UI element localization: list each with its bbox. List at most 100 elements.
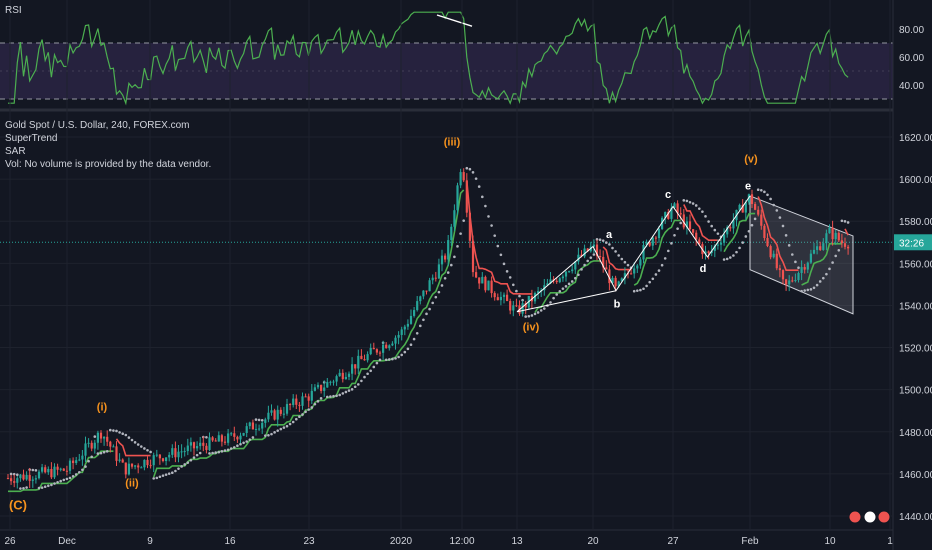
sar-dot xyxy=(316,400,320,403)
sar-dot xyxy=(825,272,828,276)
sar-dot xyxy=(468,167,472,171)
wave-label: d xyxy=(700,263,707,275)
candle-body xyxy=(416,301,419,311)
sar-dot xyxy=(446,271,450,274)
sar-dot xyxy=(778,216,782,219)
candle-body xyxy=(44,467,47,473)
sar-dot xyxy=(508,276,512,279)
sar-dot xyxy=(843,220,847,223)
time-tick-label: 13 xyxy=(511,536,523,547)
sar-dot xyxy=(124,433,128,437)
sar-dot xyxy=(775,209,779,212)
sar-dot xyxy=(431,301,435,305)
sar-dot xyxy=(338,393,342,397)
time-tick-label: 20 xyxy=(587,536,599,547)
candle-body xyxy=(186,445,189,452)
sar-dot xyxy=(499,253,503,257)
supertrend-segment xyxy=(633,219,681,286)
sar-dot xyxy=(40,486,44,489)
sar-dot xyxy=(136,443,140,446)
candle-body xyxy=(239,435,242,440)
time-tick-label: 27 xyxy=(667,536,679,547)
sar-dot xyxy=(350,388,354,391)
candle-body xyxy=(763,225,766,238)
sar-dot xyxy=(236,444,239,448)
sar-dot xyxy=(543,307,546,310)
candle-body xyxy=(599,256,602,258)
supertrend-segment xyxy=(801,243,842,286)
descending-channel xyxy=(749,195,854,315)
candle-body xyxy=(533,293,537,302)
sar-dot xyxy=(400,353,404,357)
supertrend-segment xyxy=(602,246,632,271)
price-tick-label: 1460.00 xyxy=(899,470,932,481)
sar-dot xyxy=(109,428,112,432)
sar-dot xyxy=(369,369,373,373)
candle-body xyxy=(50,468,53,478)
candle-body xyxy=(174,448,177,458)
sar-dot xyxy=(670,242,673,245)
sar-dot xyxy=(198,451,202,455)
candle-body xyxy=(81,455,84,460)
candle-body xyxy=(214,440,217,442)
candle-body xyxy=(688,221,692,230)
wave-label: a xyxy=(606,229,613,241)
candle-body xyxy=(59,468,62,470)
candle-body xyxy=(369,347,372,355)
candle-body xyxy=(828,227,831,234)
candle-body xyxy=(409,315,413,324)
time-tick-label: 16 xyxy=(224,536,236,547)
sar-dot xyxy=(15,473,19,477)
candle-body xyxy=(791,280,794,282)
wave-label: (iii) xyxy=(444,136,461,148)
time-tick-label: 9 xyxy=(147,536,153,547)
sar-dot xyxy=(112,429,115,432)
candle-body xyxy=(152,455,155,466)
sar-dot xyxy=(716,232,720,235)
candle-body xyxy=(223,441,227,443)
candle-body xyxy=(109,441,112,447)
time-tick-label: 1 xyxy=(887,536,893,547)
sar-dot xyxy=(639,288,642,292)
sar-dot xyxy=(536,311,540,314)
sar-dot xyxy=(301,413,304,416)
candle-body xyxy=(282,413,285,415)
candle-body xyxy=(115,446,118,461)
candle-body xyxy=(338,372,341,377)
sar-dot xyxy=(118,431,121,434)
candle-body xyxy=(537,291,540,294)
candle-body xyxy=(781,270,785,280)
candle-body xyxy=(574,261,577,270)
candle-body xyxy=(96,432,99,443)
sar-dot xyxy=(769,197,772,201)
wave-label: (ii) xyxy=(125,478,139,490)
sar-dot xyxy=(471,171,475,174)
candle-body xyxy=(130,463,134,467)
sar-dot xyxy=(335,394,338,398)
candle-body xyxy=(645,242,648,246)
sar-dot xyxy=(384,358,388,362)
sar-dot xyxy=(419,324,422,328)
candle-body xyxy=(806,262,809,270)
sar-dot xyxy=(493,234,497,237)
candle-body xyxy=(428,280,431,292)
candle-body xyxy=(546,283,549,286)
sar-dot xyxy=(837,248,841,252)
sar-dot xyxy=(474,177,478,180)
event-badge-icon xyxy=(848,510,862,524)
candle-body xyxy=(236,436,239,440)
candle-body xyxy=(741,204,744,213)
candle-body xyxy=(630,273,633,275)
candle-body xyxy=(382,344,385,353)
candle-body xyxy=(202,442,205,446)
sar-dot xyxy=(87,459,90,463)
candle-body xyxy=(673,203,676,208)
sar-dot xyxy=(763,190,766,194)
candle-body xyxy=(341,372,344,380)
sar-dot xyxy=(601,239,605,242)
sar-dot xyxy=(502,262,506,266)
candle-body xyxy=(313,387,316,391)
sar-dot xyxy=(561,287,565,290)
candle-body xyxy=(422,290,425,297)
